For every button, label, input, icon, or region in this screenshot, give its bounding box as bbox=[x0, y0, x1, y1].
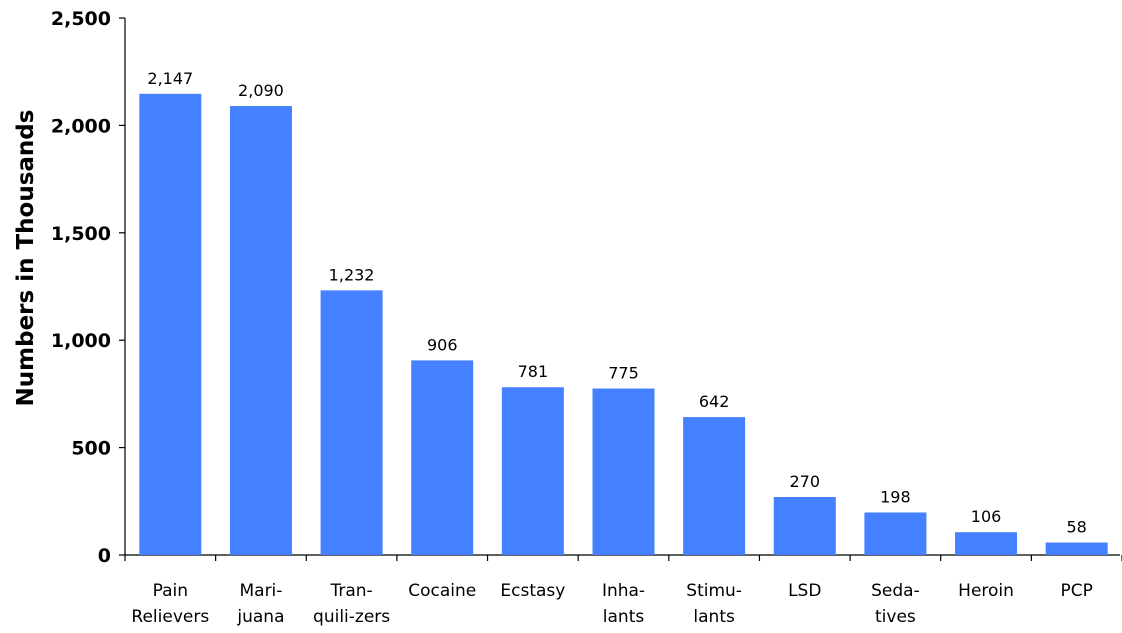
bar bbox=[411, 360, 474, 555]
x-category-label: juana bbox=[236, 607, 284, 627]
x-category-label: Stimu- bbox=[686, 581, 742, 601]
labels: 2,147 Pain Relievers 2,090 Mari-juana 1,232 Tr… bbox=[131, 69, 1092, 627]
x-category-label: Cocaine bbox=[408, 581, 476, 601]
y-tick-label: 1,500 bbox=[51, 223, 111, 245]
bar bbox=[773, 497, 836, 555]
x-category-label: LSD bbox=[788, 581, 821, 601]
bar bbox=[683, 417, 746, 555]
x-category-label: tives bbox=[875, 607, 916, 627]
bar bbox=[864, 512, 927, 555]
bar bbox=[229, 106, 292, 556]
x-category-label: Tran- bbox=[329, 581, 372, 601]
x-category-label: PCP bbox=[1060, 581, 1092, 601]
x-category-label: quili-zers bbox=[313, 607, 390, 627]
bar-data-label: 2,090 bbox=[238, 81, 284, 100]
bar bbox=[955, 532, 1018, 555]
x-category-label: Heroin bbox=[958, 581, 1014, 601]
bar-data-label: 1,232 bbox=[329, 265, 375, 284]
bar-data-label: 198 bbox=[880, 487, 911, 506]
bar-data-label: 775 bbox=[608, 364, 639, 383]
x-category-label: lants bbox=[603, 607, 645, 627]
bar-data-label: 106 bbox=[971, 507, 1002, 526]
bar-data-label: 58 bbox=[1067, 518, 1087, 537]
bar-data-label: 2,147 bbox=[147, 69, 193, 88]
x-category-label: Relievers bbox=[131, 607, 209, 627]
y-tick-label: 500 bbox=[71, 438, 111, 460]
x-category-label: Seda- bbox=[871, 581, 920, 601]
x-category-label: Mari- bbox=[239, 581, 282, 601]
x-category-label: Ecstasy bbox=[500, 581, 565, 601]
x-category-label: Pain bbox=[153, 581, 188, 601]
bar-data-label: 781 bbox=[518, 362, 549, 381]
y-tick-label: 2,500 bbox=[51, 8, 111, 30]
bar bbox=[1045, 542, 1108, 555]
x-category-label: Inha- bbox=[602, 581, 645, 601]
bar bbox=[139, 93, 202, 555]
bar bbox=[320, 290, 383, 555]
y-tick-label: 0 bbox=[98, 545, 111, 567]
bar bbox=[592, 388, 655, 555]
bar bbox=[501, 387, 564, 555]
x-category-label: lants bbox=[693, 607, 735, 627]
bar-data-label: 906 bbox=[427, 335, 458, 354]
bar-data-label: 642 bbox=[699, 392, 730, 411]
axes: 0 500 1,000 1,500 2,000 2,500 bbox=[51, 8, 1122, 567]
y-tick-label: 2,000 bbox=[51, 115, 111, 137]
y-tick-label: 1,000 bbox=[51, 330, 111, 352]
bar-data-label: 270 bbox=[789, 472, 820, 491]
y-axis-title: Numbers in Thousands bbox=[13, 110, 39, 407]
bars bbox=[139, 93, 1108, 556]
